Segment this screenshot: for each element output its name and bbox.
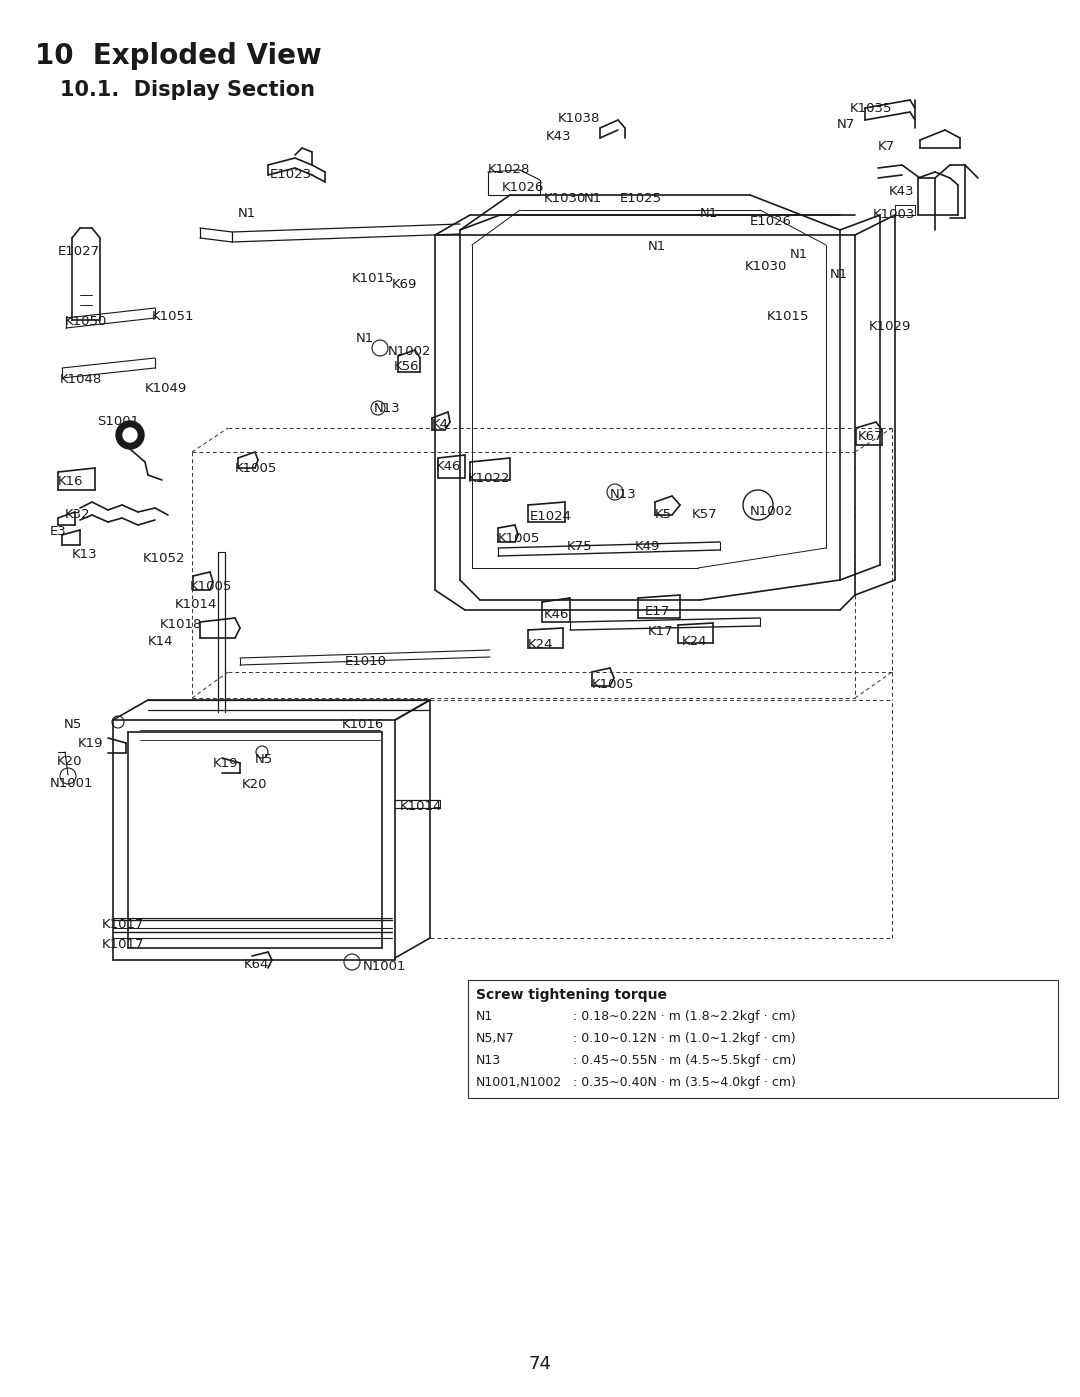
Text: K1030: K1030 (544, 191, 586, 205)
Text: K7: K7 (878, 140, 895, 154)
Text: N5: N5 (64, 718, 82, 731)
Text: K13: K13 (72, 548, 97, 562)
Text: N1: N1 (789, 249, 808, 261)
Text: E17: E17 (645, 605, 671, 617)
Text: K1005: K1005 (498, 532, 540, 545)
Text: K1017: K1017 (102, 937, 145, 951)
Text: K1048: K1048 (60, 373, 103, 386)
Text: K1052: K1052 (143, 552, 186, 564)
Text: K49: K49 (635, 541, 660, 553)
Text: N13: N13 (374, 402, 401, 415)
Text: E1026: E1026 (750, 215, 792, 228)
Text: N1: N1 (648, 240, 666, 253)
Text: K46: K46 (544, 608, 569, 622)
Text: K5: K5 (654, 509, 672, 521)
Text: K1026: K1026 (502, 182, 544, 194)
Text: K20: K20 (242, 778, 268, 791)
Text: K4: K4 (432, 418, 449, 432)
Text: : 0.45∼0.55N · m (4.5∼5.5kgf · cm): : 0.45∼0.55N · m (4.5∼5.5kgf · cm) (573, 1053, 796, 1067)
Text: N1: N1 (238, 207, 256, 219)
Text: N1: N1 (356, 332, 375, 345)
Text: K1049: K1049 (145, 381, 187, 395)
Text: 74: 74 (528, 1355, 552, 1373)
Text: N13: N13 (476, 1053, 501, 1067)
Text: K19: K19 (213, 757, 239, 770)
Text: N1: N1 (476, 1010, 494, 1023)
Text: S1001: S1001 (97, 415, 139, 427)
Text: K43: K43 (889, 184, 915, 198)
Text: K1029: K1029 (869, 320, 912, 332)
Text: K1018: K1018 (160, 617, 202, 631)
Text: : 0.35∼0.40N · m (3.5∼4.0kgf · cm): : 0.35∼0.40N · m (3.5∼4.0kgf · cm) (573, 1076, 796, 1090)
Text: N1001,N1002: N1001,N1002 (476, 1076, 563, 1090)
Text: E3: E3 (50, 525, 67, 538)
Text: K16: K16 (58, 475, 83, 488)
Text: K1014: K1014 (175, 598, 217, 610)
Text: K1022: K1022 (468, 472, 511, 485)
Text: K1015: K1015 (352, 272, 394, 285)
Text: E1025: E1025 (620, 191, 662, 205)
Text: K24: K24 (681, 636, 707, 648)
Text: K1005: K1005 (235, 462, 278, 475)
Text: N13: N13 (610, 488, 637, 502)
Text: K1038: K1038 (558, 112, 600, 124)
Text: N1002: N1002 (388, 345, 432, 358)
Text: K1015: K1015 (767, 310, 810, 323)
Text: K20: K20 (57, 754, 82, 768)
Text: N7: N7 (837, 117, 855, 131)
Text: E1027: E1027 (58, 244, 100, 258)
Text: K1035: K1035 (850, 102, 892, 115)
Text: K1050: K1050 (65, 314, 107, 328)
Text: K24: K24 (528, 638, 554, 651)
Text: K69: K69 (392, 278, 417, 291)
Text: E1010: E1010 (345, 655, 387, 668)
Text: K32: K32 (65, 509, 91, 521)
Text: N5: N5 (255, 753, 273, 766)
Text: N1001: N1001 (50, 777, 94, 789)
Text: K1016: K1016 (342, 718, 384, 731)
Text: K1051: K1051 (152, 310, 194, 323)
Text: K1017: K1017 (102, 918, 145, 930)
Text: : 0.10∼0.12N · m (1.0∼1.2kgf · cm): : 0.10∼0.12N · m (1.0∼1.2kgf · cm) (573, 1032, 796, 1045)
Text: : 0.18∼0.22N · m (1.8∼2.2kgf · cm): : 0.18∼0.22N · m (1.8∼2.2kgf · cm) (573, 1010, 796, 1023)
Bar (468, 981, 1058, 1098)
Text: K46: K46 (436, 460, 461, 474)
Text: 10  Exploded View: 10 Exploded View (35, 42, 322, 70)
Text: N1: N1 (584, 191, 603, 205)
Text: N1002: N1002 (750, 504, 794, 518)
Text: K19: K19 (78, 738, 104, 750)
Text: K56: K56 (394, 360, 419, 373)
Text: E1023: E1023 (270, 168, 312, 182)
Text: K57: K57 (692, 509, 717, 521)
Text: K1005: K1005 (190, 580, 232, 592)
Text: K1028: K1028 (488, 163, 530, 176)
Circle shape (116, 420, 144, 448)
Text: N1: N1 (700, 207, 718, 219)
Text: N1: N1 (831, 268, 848, 281)
Text: K1030: K1030 (745, 260, 787, 272)
Text: K17: K17 (648, 624, 674, 638)
Text: K1005: K1005 (592, 678, 634, 692)
Text: K67: K67 (858, 430, 883, 443)
Text: K14: K14 (148, 636, 174, 648)
Text: K1014: K1014 (400, 800, 443, 813)
Text: 10.1.  Display Section: 10.1. Display Section (60, 80, 315, 101)
Text: Screw tightening torque: Screw tightening torque (476, 988, 667, 1002)
Text: N5,N7: N5,N7 (476, 1032, 515, 1045)
Text: E1024: E1024 (530, 510, 572, 522)
Text: K1003: K1003 (873, 208, 916, 221)
Circle shape (123, 427, 137, 441)
Text: K64: K64 (244, 958, 269, 971)
Text: K43: K43 (546, 130, 571, 142)
Text: N1001: N1001 (363, 960, 406, 972)
Text: K75: K75 (567, 541, 593, 553)
